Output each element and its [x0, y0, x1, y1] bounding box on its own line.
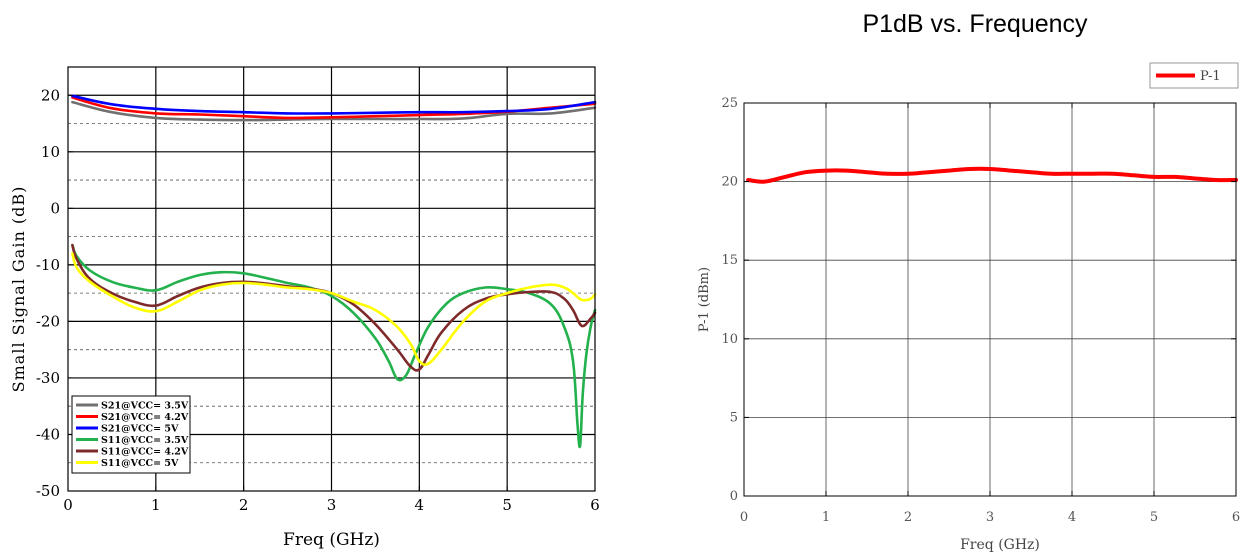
series-line-1 — [71, 100, 597, 122]
y-tick-label: -30 — [36, 369, 60, 387]
chart-title: P1dB vs. Frequency — [862, 10, 1088, 38]
series-line-6 — [71, 252, 597, 367]
series-line-4 — [71, 243, 597, 449]
legend-label: S11@VCC= 4.2V — [101, 447, 189, 458]
s-parameter-chart: 0 1 2 3 4 5 6 -50 -40 -30 -20 -10 0 10 20 Freq (GHz) S… — [9, 66, 600, 550]
x-tick-label: 1 — [151, 496, 161, 514]
legend-label: S11@VCC= 3.5V — [101, 435, 189, 446]
series-line-1 — [746, 166, 1238, 184]
y-tick-label: 25 — [721, 96, 738, 111]
x-tick-label: 1 — [822, 510, 830, 525]
x-axis-label: Freq (GHz) — [283, 530, 380, 550]
x-tick-label: 6 — [1232, 510, 1240, 525]
axis-ticks: 0 1 2 3 4 5 6 -50 -40 -30 -20 -10 0 10 20 — [36, 86, 600, 514]
series-line-3 — [71, 94, 597, 115]
legend-box — [71, 395, 191, 474]
legend-label: S21@VCC= 5V — [101, 424, 179, 435]
p1db-chart: P1dB vs. Frequency 0 1 2 3 4 5 6 0 5 10 15 20 25 Fre… — [697, 10, 1240, 553]
legend-label: S11@VCC= 5V — [101, 458, 179, 469]
x-tick-label: 5 — [502, 496, 512, 514]
x-tick-label: 0 — [63, 496, 73, 514]
y-tick-label: 15 — [721, 253, 738, 268]
y-tick-label: 0 — [50, 199, 60, 217]
y-tick-label: 5 — [730, 410, 738, 425]
x-tick-label: 6 — [590, 496, 600, 514]
x-tick-label: 2 — [239, 496, 249, 514]
x-tick-label: 4 — [1068, 510, 1076, 525]
x-axis-label: Freq (GHz) — [960, 537, 1040, 553]
legend-label: P-1 — [1200, 69, 1221, 84]
y-axis-label: Small Signal Gain (dB) — [9, 186, 28, 393]
y-tick-label: 20 — [41, 86, 60, 104]
y-axis-label: P-1 (dBm) — [697, 267, 712, 332]
series-line-5 — [71, 243, 597, 372]
y-tick-label: -10 — [36, 256, 60, 274]
y-tick-label: 0 — [730, 489, 738, 504]
y-tick-label: -40 — [36, 425, 60, 443]
y-tick-label: -50 — [36, 482, 60, 500]
y-tick-label: 20 — [721, 175, 738, 190]
x-tick-label: 3 — [986, 510, 994, 525]
legend: P-1 — [1149, 62, 1239, 89]
x-tick-label: 0 — [740, 510, 748, 525]
x-tick-label: 2 — [904, 510, 912, 525]
y-tick-label: 10 — [41, 143, 60, 161]
y-tick-label: -20 — [36, 312, 60, 330]
legend-label: S21@VCC= 3.5V — [101, 401, 189, 412]
axis-ticks: 0 1 2 3 4 5 6 0 5 10 15 20 25 — [721, 96, 1240, 525]
x-tick-label: 3 — [327, 496, 337, 514]
x-tick-label: 4 — [415, 496, 425, 514]
y-tick-label: 10 — [721, 332, 738, 347]
x-tick-label: 5 — [1150, 510, 1158, 525]
grid — [744, 103, 1236, 496]
series-lines — [746, 166, 1238, 184]
series-lines — [71, 94, 597, 449]
legend-label: S21@VCC= 4.2V — [101, 412, 189, 423]
